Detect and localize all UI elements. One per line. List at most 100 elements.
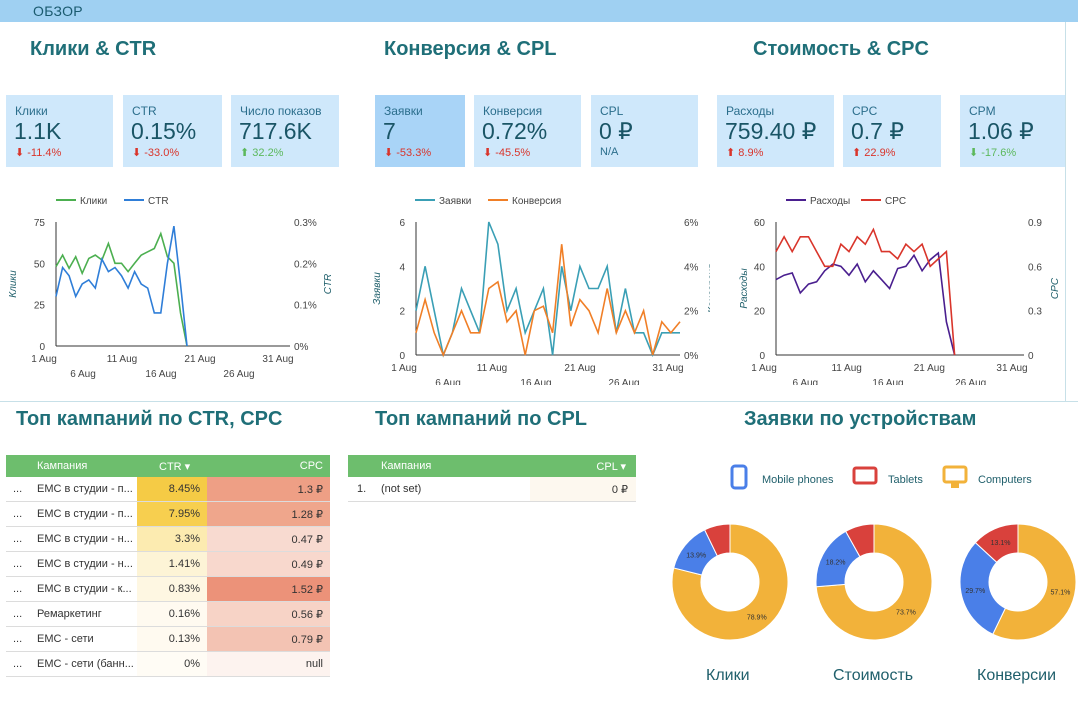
ctr-heat-cell	[137, 527, 207, 551]
kpi-value: 1.1K	[14, 118, 62, 144]
y-tick-label: 60	[754, 218, 766, 229]
y-tick-label: 0	[399, 351, 405, 362]
table-row[interactable]: 1. (not set) 0 ₽	[348, 477, 636, 502]
row-index: ...	[13, 633, 23, 645]
kpi-value: 0 ₽	[599, 118, 633, 144]
kpi-change: ⬇ -33.0%	[132, 147, 180, 159]
cpc-heat-cell	[207, 502, 330, 526]
section-title-conversion-cpl: Конверсия & CPL	[384, 38, 557, 60]
top-bar: ОБЗОР	[0, 0, 1078, 22]
ctr-heat-cell	[137, 502, 207, 526]
legend-computers: Computers	[942, 464, 1032, 497]
x-tick-label: 6 Aug	[70, 369, 96, 380]
table-row[interactable]: ... EMC в студии - н... 1.41% 0.49 ₽	[6, 552, 330, 577]
column-header-cpc[interactable]: CPC	[299, 460, 323, 472]
series-line	[55, 225, 188, 347]
y2-tick-label: 0.3%	[294, 218, 317, 229]
y2-tick-label: 2%	[684, 307, 699, 318]
kpi-card-impressions[interactable]: Число показов 717.6K ⬆ 32.2%	[231, 95, 339, 167]
table-row[interactable]: ... Ремаркетинг 0.16% 0.56 ₽	[6, 602, 330, 627]
legend-label: Mobile phones	[762, 474, 834, 486]
kpi-change: ⬆ 8.9%	[726, 147, 764, 159]
cost-by-device-donut[interactable]: 73.7% 18.2%	[815, 523, 933, 641]
y-axis-label: Клики	[8, 270, 19, 298]
cpc-value: 1.3 ₽	[297, 484, 323, 496]
table-row[interactable]: ... EMC - сети 0.13% 0.79 ₽	[6, 627, 330, 652]
row-index: ...	[13, 608, 23, 620]
x-tick-label: 26 Aug	[608, 378, 639, 385]
kpi-label: CTR	[132, 104, 157, 118]
ctr-value: 0.16%	[168, 608, 200, 620]
table-row[interactable]: ... EMC в студии - н... 3.3% 0.47 ₽	[6, 527, 330, 552]
column-header-campaign[interactable]: Кампания	[37, 460, 88, 472]
legend-label: Конверсия	[512, 196, 561, 207]
ctr-heat-cell	[137, 577, 207, 601]
column-header-cpl[interactable]: CPL ▾	[596, 461, 626, 473]
series-line	[415, 221, 680, 358]
kpi-card-cpc[interactable]: CPC 0.7 ₽ ⬆ 22.9%	[843, 95, 941, 167]
kpi-card-ctr[interactable]: CTR 0.15% ⬇ -33.0%	[123, 95, 222, 167]
ctr-heat-cell	[137, 652, 207, 676]
kpi-label: Заявки	[384, 104, 423, 118]
kpi-change: N/A	[600, 146, 619, 158]
donut-title-clicks: Клики	[706, 667, 750, 684]
x-tick-label: 31 Aug	[652, 363, 683, 374]
cpc-value: 1.52 ₽	[291, 584, 323, 596]
kpi-card-cpm[interactable]: CPM 1.06 ₽ ⬇ -17.6%	[960, 95, 1065, 167]
clicks-by-device-donut[interactable]: 78.9% 13.9%	[671, 523, 789, 641]
y-tick-label: 2	[399, 307, 405, 318]
y-tick-label: 75	[34, 218, 46, 229]
clicks-ctr-line-chart[interactable]: Клики CTR 0 25 50 75 0% 0.1% 0.2% 0.3% Клики CTR 1 A…	[0, 185, 340, 385]
x-tick-label: 31 Aug	[996, 363, 1027, 374]
spend-cpc-line-chart[interactable]: Расходы CPC 0 20 40 60 0 0.3 0.6 0.9 Расходы CPC 1 A…	[720, 185, 1065, 385]
slice-label: 29.7%	[965, 588, 985, 595]
kpi-label: Конверсия	[483, 104, 543, 118]
y-tick-label: 25	[34, 301, 46, 312]
x-tick-label: 11 Aug	[831, 363, 861, 374]
kpi-value: 717.6K	[239, 118, 312, 144]
ctr-heat-cell	[137, 627, 207, 651]
cpl-value: 0 ₽	[611, 484, 628, 496]
conversions-by-device-donut[interactable]: 57.1% 29.7% 13.1%	[959, 523, 1077, 641]
computer-icon	[942, 465, 968, 488]
leads-conversion-line-chart[interactable]: Заявки Конверсия 0 2 4 6 0% 2% 4% 6% Заявки Конверс…	[360, 185, 710, 385]
legend-tablets: Tablets	[852, 464, 923, 493]
tablet-icon	[852, 466, 878, 485]
kpi-change: ⬇ -45.5%	[483, 147, 531, 159]
y2-axis-label: CPC	[1050, 277, 1061, 299]
donut-slice	[845, 523, 875, 558]
y-tick-label: 0	[39, 342, 45, 353]
kpi-card-leads[interactable]: Заявки 7 ⬇ -53.3%	[375, 95, 465, 167]
y-tick-label: 20	[754, 307, 766, 318]
kpi-card-clicks[interactable]: Клики 1.1K ⬇ -11.4%	[6, 95, 113, 167]
y2-tick-label: 0.3	[1028, 307, 1042, 318]
table-row[interactable]: ... EMC в студии - п... 7.95% 1.28 ₽	[6, 502, 330, 527]
table-header: Кампания CTR ▾ CPC	[6, 455, 330, 477]
column-header-ctr[interactable]: CTR ▾	[159, 461, 191, 473]
cpc-heat-cell	[207, 552, 330, 576]
kpi-card-cpl[interactable]: CPL 0 ₽ N/A	[591, 95, 698, 167]
vertical-divider	[1065, 22, 1066, 401]
kpi-card-spend[interactable]: Расходы 759.40 ₽ ⬆ 8.9%	[717, 95, 834, 167]
kpi-value: 1.06 ₽	[968, 118, 1034, 144]
kpi-label: CPC	[852, 104, 878, 118]
kpi-card-conversion[interactable]: Конверсия 0.72% ⬇ -45.5%	[474, 95, 581, 167]
table-row[interactable]: ... EMC в студии - п... 8.45% 1.3 ₽	[6, 477, 330, 502]
y2-tick-label: 6%	[684, 218, 699, 229]
x-tick-label: 26 Aug	[223, 369, 254, 380]
donut-slice	[815, 523, 933, 641]
cpc-value: null	[305, 658, 323, 670]
table-row[interactable]: ... EMC - сети (банн... 0% null	[6, 652, 330, 677]
x-tick-label: 16 Aug	[145, 369, 176, 380]
x-tick-label: 6 Aug	[435, 378, 461, 385]
cpc-heat-cell	[207, 477, 330, 501]
x-tick-label: 31 Aug	[262, 354, 293, 365]
y-tick-label: 40	[754, 262, 766, 273]
slice-label: 18.2%	[826, 560, 846, 567]
legend-label: Клики	[80, 196, 107, 207]
table-row[interactable]: ... EMC в студии - к... 0.83% 1.52 ₽	[6, 577, 330, 602]
kpi-value: 0.7 ₽	[851, 118, 904, 144]
legend-label: Расходы	[810, 196, 850, 207]
column-header-campaign[interactable]: Кампания	[381, 460, 432, 472]
kpi-value: 0.15%	[131, 118, 197, 144]
